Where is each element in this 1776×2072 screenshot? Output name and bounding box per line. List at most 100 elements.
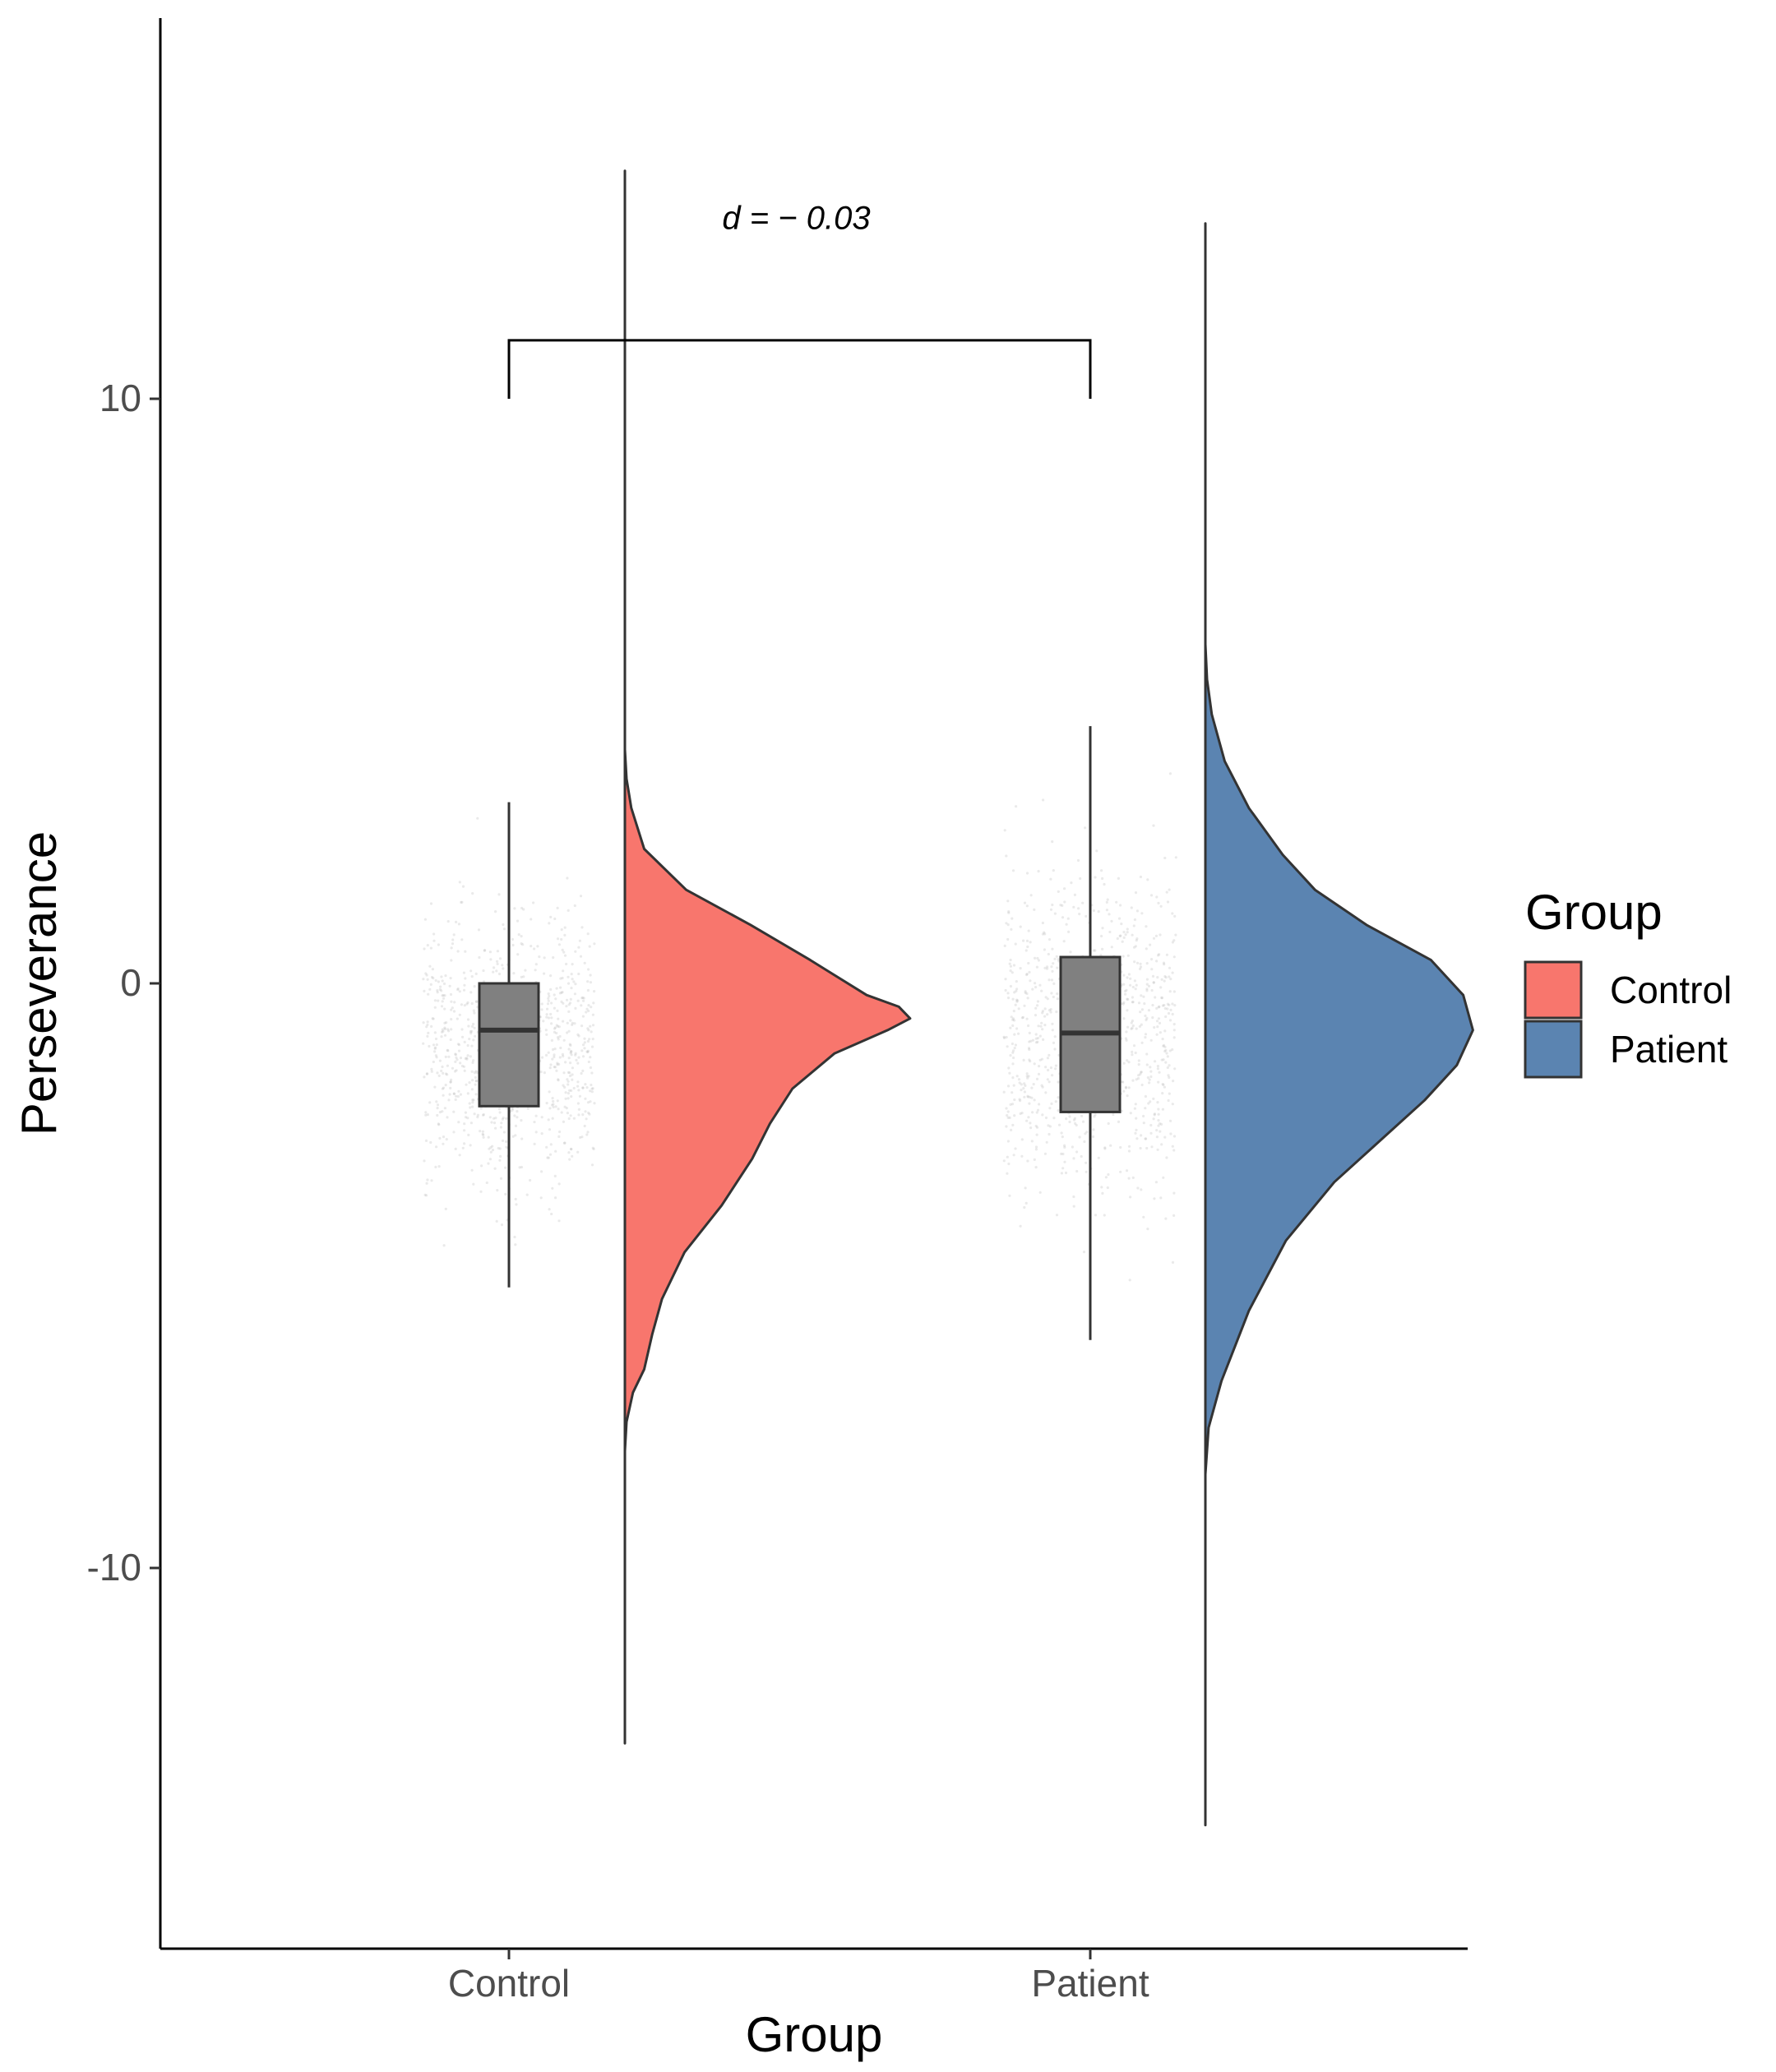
- jitter-point: [466, 1018, 470, 1021]
- jitter-point: [463, 1129, 466, 1132]
- jitter-point: [426, 1020, 429, 1024]
- jitter-point: [464, 977, 467, 980]
- jitter-point: [1006, 1110, 1010, 1113]
- jitter-point: [1122, 974, 1126, 977]
- jitter-point: [498, 1111, 502, 1114]
- jitter-point: [1061, 904, 1064, 907]
- jitter-point: [520, 1165, 524, 1169]
- jitter-point: [1051, 1074, 1054, 1077]
- jitter-point: [1077, 907, 1080, 910]
- jitter-point: [514, 1134, 517, 1137]
- jitter-point: [1030, 1086, 1034, 1089]
- jitter-point: [1145, 1146, 1149, 1150]
- jitter-point: [557, 1182, 561, 1186]
- jitter-point: [500, 1122, 503, 1125]
- jitter-point: [1028, 1102, 1031, 1105]
- jitter-point: [1019, 925, 1022, 928]
- jitter-point: [1130, 906, 1133, 909]
- jitter-point: [1018, 1098, 1021, 1101]
- jitter-point: [566, 1021, 569, 1024]
- jitter-point: [511, 937, 515, 941]
- jitter-point: [460, 1064, 465, 1068]
- jitter-point: [1064, 1171, 1068, 1175]
- jitter-point: [557, 1062, 561, 1066]
- jitter-point: [472, 1022, 475, 1026]
- jitter-point: [515, 1203, 518, 1206]
- jitter-point: [456, 988, 460, 992]
- jitter-point: [1020, 1138, 1024, 1141]
- jitter-point: [433, 1046, 437, 1049]
- jitter-point: [1136, 1077, 1140, 1080]
- jitter-point: [1010, 1128, 1013, 1131]
- jitter-point: [570, 973, 573, 976]
- jitter-point: [1051, 903, 1054, 907]
- jitter-point: [441, 1065, 444, 1069]
- jitter-point: [1104, 1176, 1108, 1179]
- jitter-point: [540, 1056, 544, 1059]
- jitter-point: [580, 1049, 584, 1052]
- jitter-point: [1034, 982, 1037, 985]
- jitter-point: [1172, 939, 1176, 942]
- jitter-point: [497, 1146, 500, 1150]
- jitter-point: [434, 1165, 437, 1168]
- jitter-point: [1082, 1251, 1086, 1254]
- jitter-point: [1132, 946, 1136, 949]
- jitter-point: [1145, 1016, 1149, 1020]
- jitter-point: [1107, 1122, 1110, 1126]
- jitter-point: [1142, 1215, 1145, 1219]
- jitter-point: [586, 1039, 590, 1043]
- jitter-point: [1097, 910, 1100, 913]
- jitter-point: [473, 1112, 476, 1116]
- jitter-point: [1155, 1129, 1159, 1132]
- jitter-point: [1042, 1038, 1045, 1041]
- jitter-point: [563, 933, 567, 937]
- jitter-point: [564, 1091, 567, 1094]
- jitter-point: [561, 976, 564, 980]
- jitter-point: [1094, 876, 1097, 879]
- jitter-point: [1011, 1062, 1015, 1066]
- jitter-point: [576, 1080, 580, 1084]
- jitter-point: [446, 1116, 449, 1119]
- jitter-point: [1046, 967, 1049, 970]
- jitter-point: [456, 950, 460, 953]
- jitter-point: [1134, 945, 1137, 948]
- jitter-point: [1148, 1078, 1151, 1081]
- jitter-point: [1140, 1071, 1143, 1074]
- jitter-point: [1034, 1166, 1038, 1169]
- jitter-point: [567, 1083, 570, 1086]
- jitter-point: [436, 989, 439, 992]
- jitter-point: [1094, 1113, 1097, 1117]
- jitter-point: [574, 1053, 577, 1057]
- jitter-point: [444, 1207, 447, 1210]
- jitter-point: [1057, 1123, 1061, 1126]
- jitter-point: [567, 982, 571, 985]
- jitter-point: [436, 1113, 439, 1117]
- jitter-point: [1017, 1007, 1020, 1011]
- jitter-point: [1161, 1083, 1164, 1086]
- jitter-point: [1006, 1114, 1009, 1117]
- jitter-point: [1163, 1006, 1167, 1011]
- jitter-point: [472, 1059, 475, 1062]
- jitter-point: [1005, 1125, 1008, 1128]
- jitter-point: [502, 1116, 505, 1120]
- jitter-point: [444, 1084, 447, 1087]
- jitter-point: [470, 1070, 474, 1073]
- jitter-point: [433, 999, 437, 1002]
- jitter-point: [434, 1037, 438, 1041]
- jitter-point: [571, 1066, 575, 1070]
- jitter-point: [1023, 1095, 1026, 1098]
- jitter-point: [567, 1010, 571, 1013]
- jitter-point: [436, 1107, 439, 1110]
- jitter-point: [1155, 1020, 1159, 1023]
- jitter-point: [1043, 966, 1047, 969]
- jitter-point: [1172, 1149, 1176, 1152]
- jitter-point: [446, 1064, 450, 1067]
- jitter-point: [440, 975, 443, 978]
- jitter-point: [1014, 942, 1017, 946]
- jitter-point: [1020, 1154, 1024, 1158]
- jitter-point: [560, 928, 563, 932]
- jitter-point: [563, 1105, 567, 1108]
- jitter-point: [584, 1110, 587, 1113]
- jitter-point: [1066, 917, 1070, 920]
- jitter-point: [474, 1000, 479, 1004]
